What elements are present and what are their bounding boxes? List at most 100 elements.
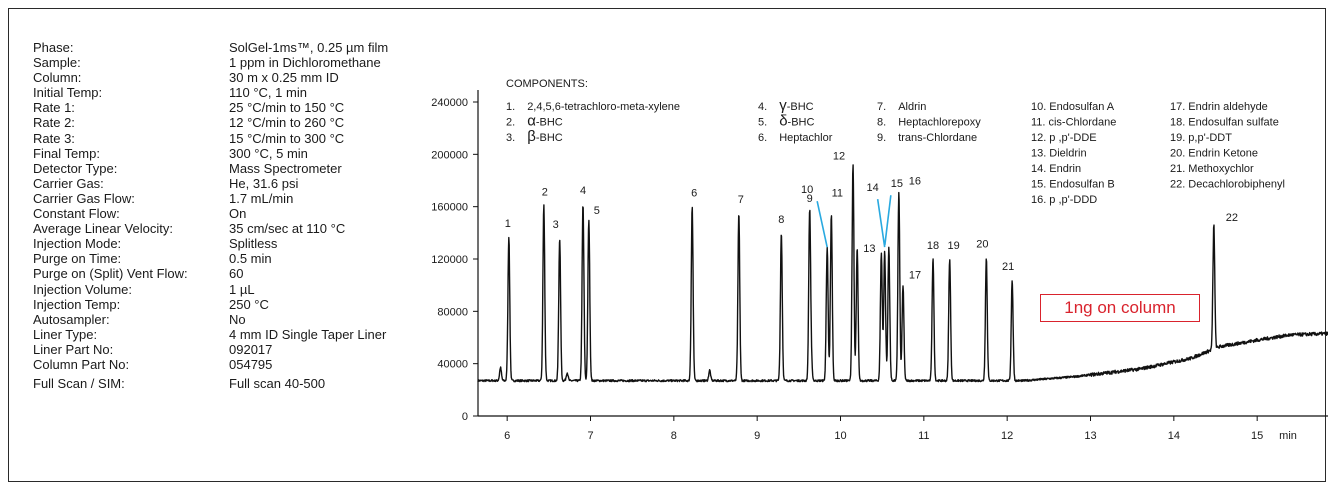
- y-tick-label: 240000: [431, 97, 468, 109]
- parameter-value: Mass Spectrometer: [229, 160, 342, 176]
- component-item: 10. Endosulfan A: [1031, 101, 1115, 113]
- component-number: 1.: [506, 101, 515, 113]
- component-number: 15.: [1031, 179, 1046, 191]
- figure-frame: [8, 8, 1326, 482]
- component-name: -BHC: [788, 117, 815, 129]
- parameter-label: Injection Volume:: [33, 281, 133, 297]
- x-tick-label: 10: [834, 430, 846, 442]
- x-tick-label: 14: [1168, 430, 1180, 442]
- component-name: p,p'-DDT: [1188, 132, 1232, 144]
- parameter-label: Carrier Gas Flow:: [33, 190, 135, 206]
- component-item: 8. Heptachlorepoxy: [877, 117, 981, 129]
- x-tick-label: 8: [671, 430, 677, 442]
- component-item: 6. Heptachlor: [758, 132, 833, 144]
- parameter-value: On: [229, 206, 247, 222]
- parameter-value: 1.7 mL/min: [229, 190, 294, 206]
- component-item: 18. Endosulfan sulfate: [1170, 117, 1279, 129]
- parameter-label: Phase:: [33, 40, 74, 55]
- parameter-value: No: [229, 311, 246, 327]
- component-number: 2.: [506, 117, 515, 129]
- component-greek-letter: α: [527, 113, 536, 130]
- component-number: 10.: [1031, 101, 1046, 113]
- peak-label: 6: [691, 188, 697, 200]
- component-item: 19. p,p'-DDT: [1170, 132, 1232, 144]
- component-name: trans-Chlordane: [898, 132, 977, 144]
- peak-label: 1: [505, 218, 511, 230]
- x-tick-label: 13: [1084, 430, 1096, 442]
- parameter-label: Rate 1:: [33, 100, 75, 116]
- component-item: 14. Endrin: [1031, 163, 1081, 175]
- parameter-value: He, 31.6 psi: [229, 175, 299, 191]
- parameter-label: Column:: [33, 70, 82, 86]
- x-tick-label: 15: [1251, 430, 1263, 442]
- peak-label: 13: [863, 243, 875, 255]
- x-tick-label: 11: [918, 430, 929, 442]
- peak-label: 4: [580, 185, 586, 197]
- component-number: 14.: [1031, 163, 1046, 175]
- component-name: Heptachlor: [779, 132, 833, 144]
- y-tick-label: 160000: [431, 202, 468, 214]
- x-tick-label: 6: [504, 430, 510, 442]
- component-number: 17.: [1170, 101, 1185, 113]
- component-item: 11. cis-Chlordane: [1031, 117, 1116, 129]
- component-item: 16. p ,p'-DDD: [1031, 194, 1097, 206]
- parameter-label: Rate 3:: [33, 130, 75, 146]
- parameter-value: 092017: [229, 341, 273, 357]
- peak-leader-line: [816, 201, 828, 248]
- y-tick-label: 40000: [437, 359, 468, 371]
- component-item: 21. Methoxychlor: [1170, 163, 1254, 175]
- peak-label: 5: [594, 205, 600, 217]
- trace-line: [477, 164, 1328, 383]
- component-item: 17. Endrin aldehyde: [1170, 101, 1268, 113]
- component-item: 5. δ-BHC: [758, 113, 814, 130]
- component-name: Methoxychlor: [1188, 163, 1254, 175]
- component-item: 7. Aldrin: [877, 101, 926, 113]
- parameter-value: 60: [229, 266, 244, 282]
- peak-label: 10: [801, 184, 813, 196]
- component-greek-letter: γ: [779, 97, 787, 114]
- peak-label: 21: [1002, 261, 1014, 273]
- parameter-value: 300 °C, 5 min: [229, 145, 308, 161]
- parameter-value: Splitless: [229, 236, 278, 252]
- x-tick-label: 12: [1001, 430, 1013, 442]
- parameter-value: 0.5 min: [229, 251, 272, 267]
- component-name: p ,p'-DDD: [1049, 194, 1097, 206]
- parameter-value: SolGel-1ms™, 0.25 µm film: [229, 40, 389, 55]
- component-item: 22. Decachlorobiphenyl: [1170, 179, 1285, 191]
- peak-label: 20: [976, 239, 988, 251]
- component-number: 5.: [758, 117, 767, 129]
- parameter-label: Carrier Gas:: [33, 175, 104, 191]
- parameter-label: Constant Flow:: [33, 206, 120, 222]
- parameter-label: Column Part No:: [33, 356, 130, 372]
- components-legend: COMPONENTS: 1. 2,4,5,6-tetrachloro-meta-x…: [506, 78, 1285, 206]
- component-number: 19.: [1170, 132, 1185, 144]
- component-item: 1. 2,4,5,6-tetrachloro-meta-xylene: [506, 101, 680, 113]
- peak-label: 15: [891, 178, 903, 190]
- component-name: Endrin aldehyde: [1188, 101, 1268, 113]
- component-number: 22.: [1170, 179, 1185, 191]
- component-item: 15. Endosulfan B: [1031, 179, 1115, 191]
- y-tick-label: 200000: [431, 149, 468, 161]
- component-number: 9.: [877, 132, 886, 144]
- component-name: 2,4,5,6-tetrachloro-meta-xylene: [527, 101, 680, 113]
- component-name: Heptachlorepoxy: [898, 117, 981, 129]
- parameter-label: Final Temp:: [33, 145, 100, 161]
- component-number: 7.: [877, 101, 886, 113]
- annotation-box: 1ng on column: [1040, 294, 1200, 322]
- component-item: 2. α-BHC: [506, 113, 563, 130]
- component-number: 11.: [1031, 117, 1045, 129]
- parameter-value: 250 °C: [229, 296, 269, 312]
- component-item: 4. γ-BHC: [758, 97, 814, 114]
- component-item: 9. trans-Chlordane: [877, 132, 977, 144]
- peak-label: 12: [833, 150, 845, 162]
- y-tick-label: 120000: [431, 254, 468, 266]
- parameter-label: Liner Type:: [33, 326, 98, 342]
- parameter-label: Detector Type:: [33, 160, 118, 176]
- parameter-label: Initial Temp:: [33, 85, 103, 101]
- parameter-value: 110 °C, 1 min: [229, 85, 307, 101]
- parameter-value: 25 °C/min to 150 °C: [229, 100, 345, 116]
- components-title: COMPONENTS:: [506, 78, 588, 90]
